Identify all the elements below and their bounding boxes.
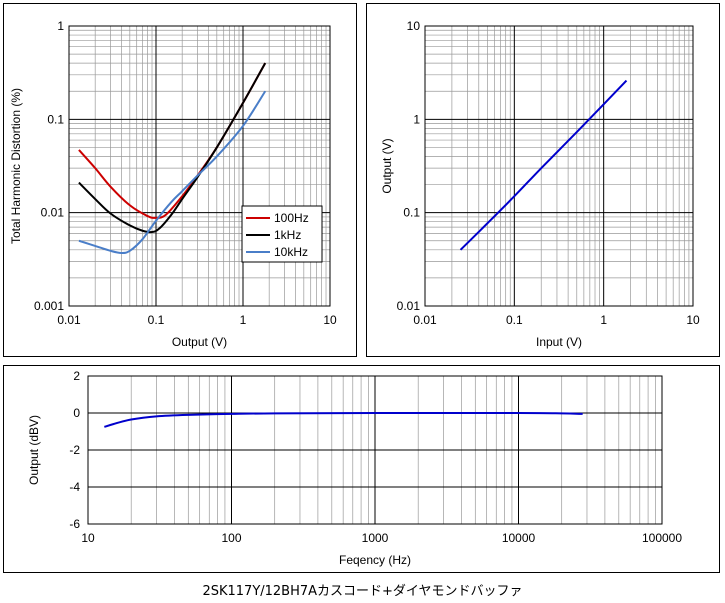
y-tick-label: 0.01: [41, 206, 65, 220]
series-line-100hz: [78, 62, 267, 219]
series-line-10khz: [78, 90, 267, 254]
legend-label: 100Hz: [274, 211, 309, 225]
plot-frame: [68, 25, 331, 307]
x-tick-label: 1: [240, 313, 247, 327]
x-tick-label: 1000: [362, 531, 389, 545]
y-tick-label: -4: [69, 480, 80, 494]
y-tick-label: 0: [73, 406, 80, 420]
y-tick-label: 1: [413, 112, 420, 126]
x-tick-label: 10: [686, 313, 700, 327]
y-tick-label: 0.1: [47, 112, 64, 126]
x-axis-label: Output (V): [172, 335, 227, 349]
series-line-1khz: [78, 62, 267, 234]
series-line: [104, 411, 583, 428]
y-tick-label: 1: [57, 19, 64, 33]
y-tick-label: 2: [73, 369, 80, 383]
plot-frame: [424, 25, 694, 307]
x-tick-label: 0.01: [57, 313, 81, 327]
legend-label: 10kHz: [274, 245, 308, 259]
x-tick-label: 100: [221, 531, 241, 545]
y-tick-label: -6: [69, 517, 80, 531]
freq-panel: 10 100 1000 10000 100000 2 0 -2 -4 -6 Feqency (Hz)…: [3, 365, 720, 573]
figure-caption: 2SK117Y/12BH7Aカスコード+ダイヤモンドバッファ: [202, 584, 523, 599]
x-tick-label: 10: [81, 531, 95, 545]
y-axis-label: Total Harmonic Distortion (%): [9, 88, 23, 244]
series-line: [459, 79, 628, 251]
thd-panel: 0.01 0.1 1 10 0.001 0.01 0.1 1 Output (V) Total H…: [3, 3, 357, 357]
y-tick-label: -2: [69, 443, 80, 457]
x-tick-label: 10: [323, 313, 337, 327]
x-tick-label: 0.1: [148, 313, 165, 327]
legend-label: 1kHz: [274, 228, 301, 242]
y-tick-label: 0.01: [397, 299, 421, 313]
y-tick-label: 0.1: [403, 206, 420, 220]
y-axis-label: Output (dBV): [27, 415, 41, 485]
x-tick-label: 10000: [502, 531, 536, 545]
x-tick-label: 0.1: [506, 313, 523, 327]
io-chart: 0.01 0.1 1 10 0.01 0.1 1 10 Input (V) Output (V): [380, 19, 700, 349]
x-tick-label: 1: [600, 313, 607, 327]
x-axis-label: Input (V): [536, 335, 582, 349]
plot-frame: [87, 375, 663, 525]
x-tick-label: 0.01: [413, 313, 437, 327]
y-tick-label: 10: [407, 19, 421, 33]
freq-chart: 10 100 1000 10000 100000 2 0 -2 -4 -6 Feqency (Hz)…: [27, 369, 682, 567]
y-axis-label: Output (V): [380, 138, 394, 193]
x-tick-label: 100000: [642, 531, 682, 545]
x-axis-label: Feqency (Hz): [339, 553, 411, 567]
y-tick-label: 0.001: [34, 299, 64, 313]
io-panel: 0.01 0.1 1 10 0.01 0.1 1 10 Input (V) Output (V): [366, 3, 720, 357]
